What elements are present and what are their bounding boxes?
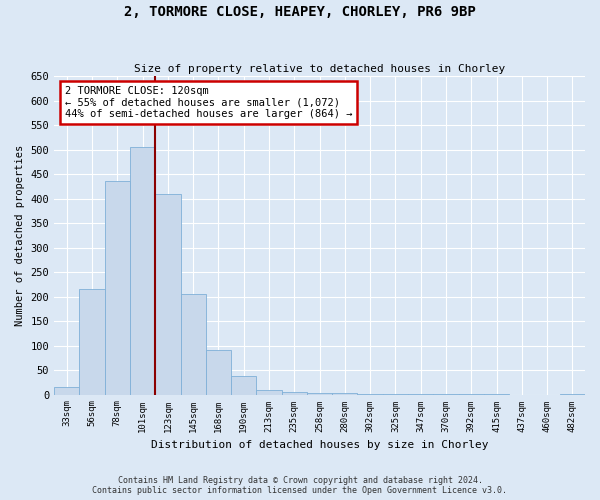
Bar [181, 294, 206, 394]
Bar [130, 147, 155, 394]
X-axis label: Distribution of detached houses by size in Chorley: Distribution of detached houses by size … [151, 440, 488, 450]
Bar [206, 350, 231, 395]
Title: Size of property relative to detached houses in Chorley: Size of property relative to detached ho… [134, 64, 505, 74]
Text: Contains HM Land Registry data © Crown copyright and database right 2024.
Contai: Contains HM Land Registry data © Crown c… [92, 476, 508, 495]
Bar [231, 376, 256, 394]
Bar [79, 289, 105, 395]
Text: 2, TORMORE CLOSE, HEAPEY, CHORLEY, PR6 9BP: 2, TORMORE CLOSE, HEAPEY, CHORLEY, PR6 9… [124, 5, 476, 19]
Y-axis label: Number of detached properties: Number of detached properties [15, 144, 25, 326]
Bar [332, 393, 358, 394]
Bar [307, 392, 332, 394]
Bar [281, 392, 307, 394]
Bar [54, 387, 79, 394]
Bar [155, 194, 181, 394]
Bar [105, 182, 130, 394]
Bar [256, 390, 281, 394]
Text: 2 TORMORE CLOSE: 120sqm
← 55% of detached houses are smaller (1,072)
44% of semi: 2 TORMORE CLOSE: 120sqm ← 55% of detache… [65, 86, 352, 119]
